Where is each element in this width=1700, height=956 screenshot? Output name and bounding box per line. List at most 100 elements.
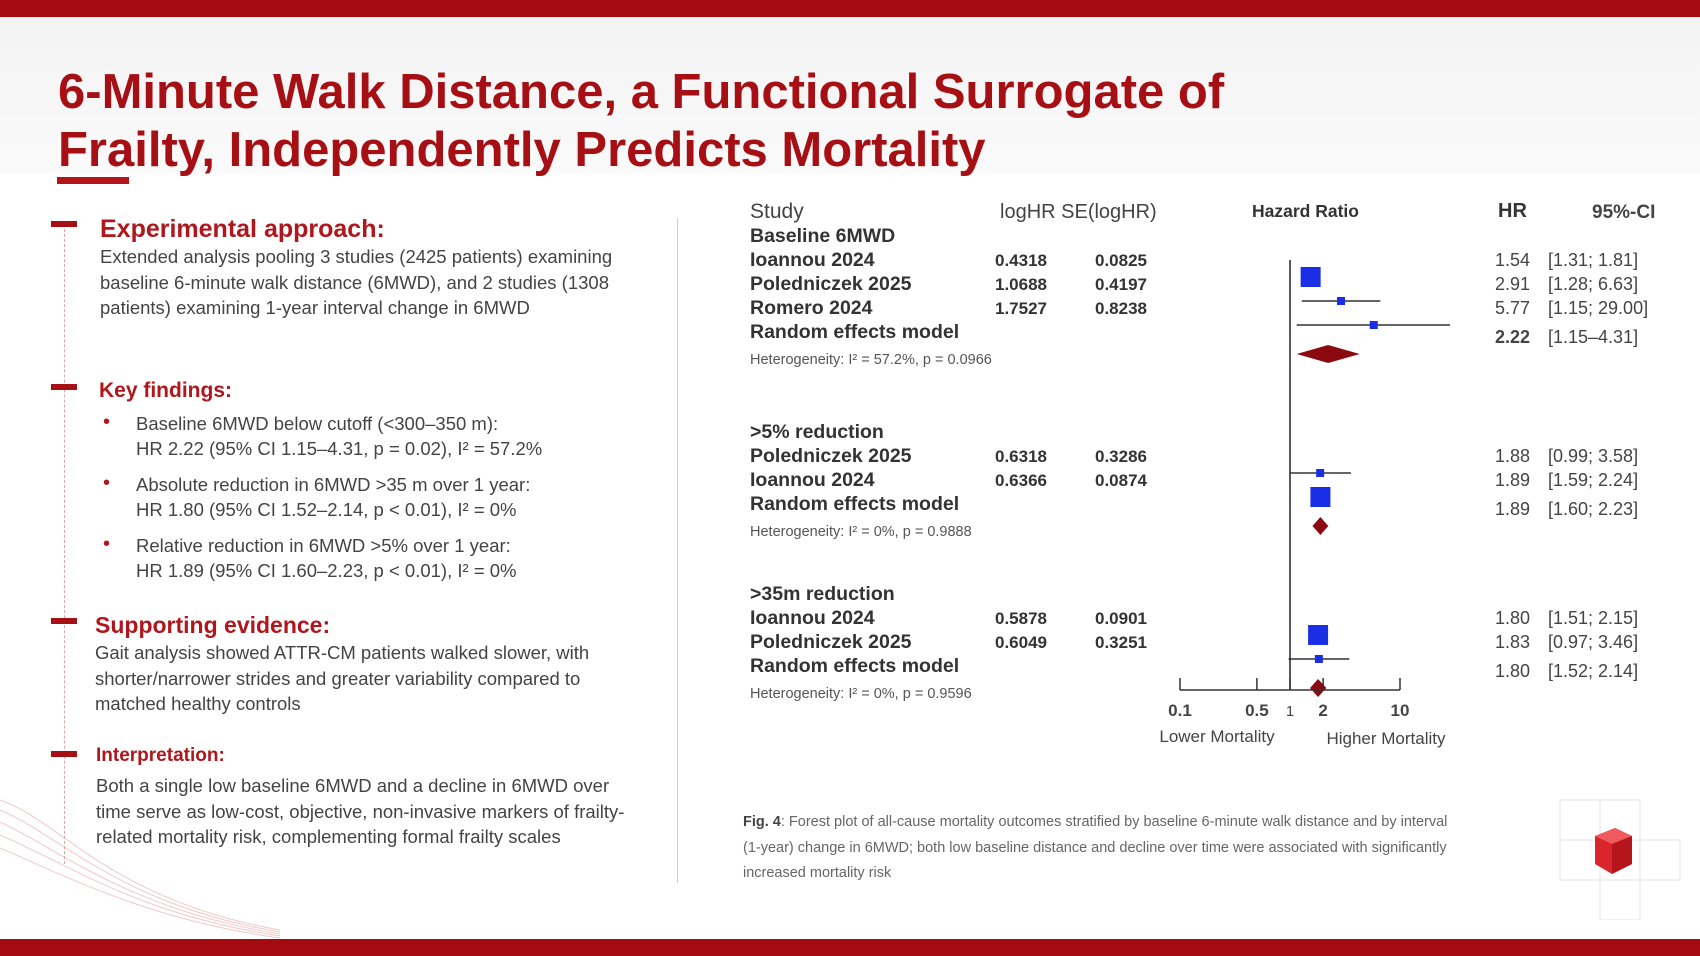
- section-marker: [51, 221, 77, 227]
- section-marker: [51, 751, 77, 757]
- study-label: Ioannou 2024: [750, 249, 875, 271]
- heterogeneity-text: Heterogeneity: I² = 57.2%, p = 0.0966: [750, 352, 992, 368]
- summary-hr-value: 1.80: [1495, 661, 1530, 681]
- hr-value: 5.77: [1495, 298, 1530, 318]
- hr-value: 1.83: [1495, 632, 1530, 652]
- interpretation-text: Both a single low baseline 6MWD and a de…: [96, 775, 625, 847]
- page-title: 6-Minute Walk Distance, a Functional Sur…: [58, 63, 1224, 179]
- section-approach: Experimental approach: Extended analysis…: [100, 214, 620, 321]
- loghr-value: 0.5878: [995, 609, 1047, 628]
- summary-label: Random effects model: [750, 493, 959, 515]
- study-marker: [1314, 655, 1323, 663]
- finding-line: Relative reduction in 6MWD >5% over 1 ye…: [136, 535, 511, 556]
- summary-ci-value: [1.60; 2.23]: [1548, 499, 1638, 519]
- section-marker: [51, 618, 77, 624]
- finding-item: Baseline 6MWD below cutoff (<300–350 m):…: [99, 410, 659, 461]
- decorative-wave: [0, 799, 281, 939]
- summary-ci-value: [1.15–4.31]: [1548, 327, 1638, 347]
- ci-value: [1.51; 2.15]: [1548, 608, 1638, 628]
- study-label: Romero 2024: [750, 297, 873, 319]
- section-interpretation: Interpretation: Both a single low baseli…: [96, 743, 636, 850]
- title-header: 6-Minute Walk Distance, a Functional Sur…: [0, 17, 1700, 177]
- column-header-plot: Hazard Ratio: [1252, 201, 1359, 221]
- se-value: 0.0825: [1095, 251, 1147, 270]
- loghr-value: 0.6049: [995, 633, 1047, 652]
- forest-plot: Study logHR SE(logHR) Hazard Ratio HR 95%-CI…: [750, 200, 1655, 748]
- ci-value: [0.97; 3.46]: [1548, 632, 1638, 652]
- summary-hr-value: 2.22: [1495, 327, 1530, 347]
- figure-caption: Fig. 4: Forest plot of all-cause mortali…: [743, 810, 1463, 887]
- caption-text: : Forest plot of all-cause mortality out…: [743, 814, 1448, 881]
- column-header-loghr: logHR SE(logHR): [1000, 201, 1157, 223]
- heterogeneity-text: Heterogeneity: I² = 0%, p = 0.9596: [750, 686, 972, 702]
- heterogeneity-text: Heterogeneity: I² = 0%, p = 0.9888: [750, 524, 972, 540]
- caption-prefix: Fig. 4: [743, 814, 781, 830]
- study-marker: [1310, 487, 1331, 507]
- finding-line: Absolute reduction in 6MWD >35 m over 1 …: [136, 474, 531, 495]
- finding-item: Relative reduction in 6MWD >5% over 1 ye…: [99, 532, 659, 583]
- group-label: >35m reduction: [750, 583, 895, 605]
- study-label: Poledniczek 2025: [750, 445, 912, 467]
- evidence-text: Gait analysis showed ATTR-CM patients wa…: [95, 642, 590, 714]
- approach-text: Extended analysis pooling 3 studies (242…: [100, 246, 613, 318]
- study-label: Poledniczek 2025: [750, 631, 912, 653]
- column-divider: [677, 218, 678, 883]
- se-value: 0.0901: [1095, 609, 1147, 628]
- ci-value: [0.99; 3.58]: [1548, 446, 1638, 466]
- section-findings: Key findings: Baseline 6MWD below cutoff…: [99, 377, 659, 594]
- study-marker: [1308, 625, 1329, 645]
- x-tick-label: 2: [1318, 701, 1327, 720]
- section-marker: [51, 384, 77, 390]
- study-marker: [1369, 321, 1378, 329]
- x-axis-left-label: Lower Mortality: [1159, 727, 1275, 746]
- findings-list: Baseline 6MWD below cutoff (<300–350 m):…: [99, 410, 659, 583]
- x-tick-label: 10: [1391, 701, 1410, 720]
- x-axis-right-label: Higher Mortality: [1326, 729, 1446, 748]
- section-evidence: Supporting evidence: Gait analysis showe…: [95, 610, 615, 717]
- bottom-accent-bar: [0, 939, 1700, 956]
- x-tick-label: 0.1: [1168, 701, 1192, 720]
- finding-line: HR 2.22 (95% CI 1.15–4.31, p = 0.02), I²…: [136, 438, 543, 459]
- evidence-heading: Supporting evidence:: [95, 612, 331, 638]
- finding-line: HR 1.89 (95% CI 1.60–2.23, p < 0.01), I²…: [136, 560, 517, 581]
- ci-value: [1.28; 6.63]: [1548, 274, 1638, 294]
- finding-item: Absolute reduction in 6MWD >35 m over 1 …: [99, 471, 659, 522]
- x-tick-label: 0.5: [1245, 701, 1269, 720]
- study-marker: [1300, 267, 1321, 287]
- ci-value: [1.15; 29.00]: [1548, 298, 1648, 318]
- ci-value: [1.59; 2.24]: [1548, 470, 1638, 490]
- finding-line: Baseline 6MWD below cutoff (<300–350 m):: [136, 413, 499, 434]
- se-value: 0.4197: [1095, 275, 1147, 294]
- study-marker: [1337, 297, 1346, 305]
- title-line-1: 6-Minute Walk Distance, a Functional Sur…: [58, 65, 1225, 119]
- se-value: 0.3251: [1095, 633, 1147, 652]
- x-tick-label: 1: [1286, 703, 1294, 720]
- study-label: Poledniczek 2025: [750, 273, 912, 295]
- loghr-value: 1.0688: [995, 275, 1047, 294]
- summary-diamond: [1312, 517, 1329, 535]
- interpretation-heading: Interpretation:: [96, 745, 225, 766]
- loghr-value: 0.6318: [995, 447, 1047, 466]
- finding-line: HR 1.80 (95% CI 1.52–2.14, p < 0.01), I²…: [136, 499, 517, 520]
- summary-hr-value: 1.89: [1495, 499, 1530, 519]
- group-label: >5% reduction: [750, 421, 884, 443]
- loghr-value: 0.4318: [995, 251, 1047, 270]
- timeline-line: [64, 224, 65, 864]
- decorative-cube-icon: [1559, 799, 1681, 920]
- title-underline: [57, 177, 129, 184]
- hr-value: 1.89: [1495, 470, 1530, 490]
- study-label: Ioannou 2024: [750, 469, 875, 491]
- se-value: 0.3286: [1095, 447, 1147, 466]
- summary-diamond: [1310, 679, 1327, 697]
- group-label: Baseline 6MWD: [750, 225, 895, 247]
- summary-ci-value: [1.52; 2.14]: [1548, 661, 1638, 681]
- top-accent-bar: [0, 0, 1700, 17]
- title-line-2: Frailty, Independently Predicts Mortalit…: [58, 123, 986, 177]
- hr-value: 1.54: [1495, 250, 1530, 270]
- study-marker: [1316, 469, 1325, 477]
- loghr-value: 0.6366: [995, 471, 1047, 490]
- summary-label: Random effects model: [750, 655, 959, 677]
- column-header-ci: 95%-CI: [1592, 202, 1655, 223]
- summary-label: Random effects model: [750, 321, 959, 343]
- approach-heading: Experimental approach:: [100, 215, 385, 243]
